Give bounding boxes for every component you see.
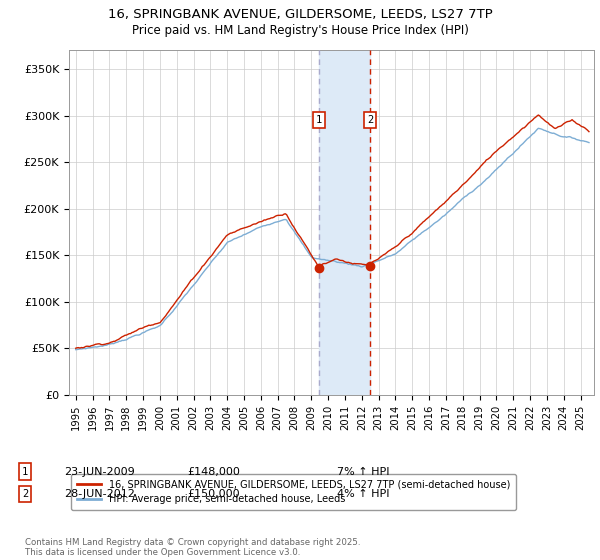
Text: 4% ↑ HPI: 4% ↑ HPI — [337, 489, 390, 499]
Text: 1: 1 — [316, 115, 322, 125]
Text: 23-JUN-2009: 23-JUN-2009 — [64, 466, 135, 477]
Text: 2: 2 — [22, 489, 28, 499]
Legend: 16, SPRINGBANK AVENUE, GILDERSOME, LEEDS, LS27 7TP (semi-detached house), HPI: A: 16, SPRINGBANK AVENUE, GILDERSOME, LEEDS… — [71, 474, 517, 510]
Text: 1: 1 — [22, 466, 28, 477]
Text: Price paid vs. HM Land Registry's House Price Index (HPI): Price paid vs. HM Land Registry's House … — [131, 24, 469, 36]
Text: 16, SPRINGBANK AVENUE, GILDERSOME, LEEDS, LS27 7TP: 16, SPRINGBANK AVENUE, GILDERSOME, LEEDS… — [107, 8, 493, 21]
Text: £150,000: £150,000 — [187, 489, 240, 499]
Text: 7% ↑ HPI: 7% ↑ HPI — [337, 466, 390, 477]
Text: 2: 2 — [367, 115, 373, 125]
Text: Contains HM Land Registry data © Crown copyright and database right 2025.
This d: Contains HM Land Registry data © Crown c… — [25, 538, 361, 557]
Text: £148,000: £148,000 — [187, 466, 240, 477]
Bar — [319, 50, 370, 395]
Text: 28-JUN-2012: 28-JUN-2012 — [64, 489, 135, 499]
